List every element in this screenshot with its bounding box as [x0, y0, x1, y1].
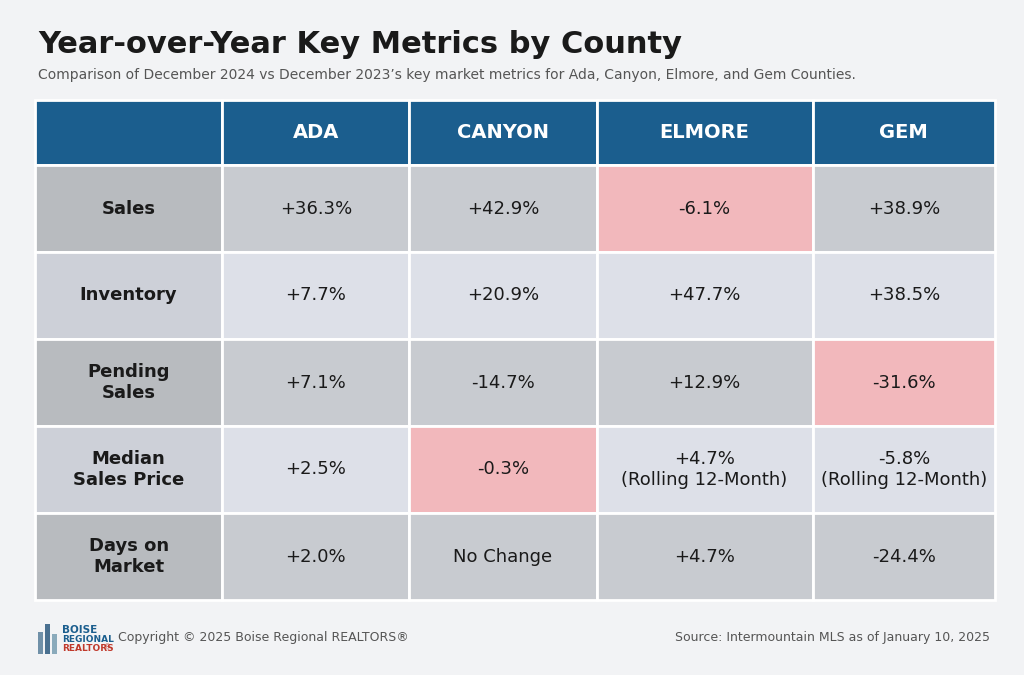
Bar	[597, 426, 813, 513]
Bar	[38, 632, 43, 654]
Text: ®: ®	[104, 644, 112, 650]
Bar	[410, 165, 597, 252]
Text: Sales: Sales	[101, 200, 156, 217]
Bar	[813, 426, 995, 513]
Bar	[35, 165, 222, 252]
Text: +2.0%: +2.0%	[286, 547, 346, 566]
Bar	[35, 513, 222, 600]
Bar	[597, 100, 813, 165]
Text: -31.6%: -31.6%	[872, 373, 936, 392]
Text: No Change: No Change	[454, 547, 553, 566]
Text: +20.9%: +20.9%	[467, 286, 539, 304]
Text: -5.8%
(Rolling 12-Month): -5.8% (Rolling 12-Month)	[820, 450, 987, 489]
Bar	[410, 339, 597, 426]
Bar	[597, 339, 813, 426]
Bar	[410, 100, 597, 165]
Bar	[45, 624, 50, 654]
Text: +12.9%: +12.9%	[669, 373, 740, 392]
Text: Days on
Market: Days on Market	[88, 537, 169, 576]
Text: +7.7%: +7.7%	[286, 286, 346, 304]
Text: -24.4%: -24.4%	[871, 547, 936, 566]
Bar	[35, 339, 222, 426]
Text: Source: Intermountain MLS as of January 10, 2025: Source: Intermountain MLS as of January …	[675, 632, 990, 645]
Text: GEM: GEM	[880, 123, 928, 142]
Bar	[35, 252, 222, 339]
Text: +36.3%: +36.3%	[280, 200, 352, 217]
Text: +47.7%: +47.7%	[669, 286, 740, 304]
Bar	[813, 165, 995, 252]
Text: Inventory: Inventory	[80, 286, 177, 304]
Bar	[410, 426, 597, 513]
Text: Copyright © 2025 Boise Regional REALTORS®: Copyright © 2025 Boise Regional REALTORS…	[118, 632, 409, 645]
Text: REALTORS: REALTORS	[62, 644, 114, 653]
Text: +2.5%: +2.5%	[286, 460, 346, 479]
Text: CANYON: CANYON	[457, 123, 549, 142]
Bar	[222, 165, 410, 252]
Text: +38.9%: +38.9%	[867, 200, 940, 217]
Bar	[222, 513, 410, 600]
Text: BOISE: BOISE	[62, 625, 97, 635]
Text: ELMORE: ELMORE	[659, 123, 750, 142]
Bar	[597, 513, 813, 600]
Text: -0.3%: -0.3%	[477, 460, 529, 479]
Bar	[813, 100, 995, 165]
Bar	[35, 100, 222, 165]
Bar	[410, 252, 597, 339]
Text: +4.7%: +4.7%	[674, 547, 735, 566]
Text: +38.5%: +38.5%	[867, 286, 940, 304]
Bar	[35, 426, 222, 513]
Text: -14.7%: -14.7%	[471, 373, 535, 392]
Text: +4.7%
(Rolling 12-Month): +4.7% (Rolling 12-Month)	[622, 450, 787, 489]
Text: Year-over-Year Key Metrics by County: Year-over-Year Key Metrics by County	[38, 30, 682, 59]
Bar	[813, 339, 995, 426]
Bar	[410, 513, 597, 600]
Text: +7.1%: +7.1%	[286, 373, 346, 392]
Bar	[222, 252, 410, 339]
Bar	[813, 513, 995, 600]
Bar	[222, 100, 410, 165]
Text: ADA: ADA	[293, 123, 339, 142]
Bar	[52, 634, 57, 654]
Text: Pending
Sales: Pending Sales	[87, 363, 170, 402]
Bar	[222, 339, 410, 426]
Bar	[222, 426, 410, 513]
Text: +42.9%: +42.9%	[467, 200, 540, 217]
Bar	[597, 252, 813, 339]
Bar	[813, 252, 995, 339]
Text: Median
Sales Price: Median Sales Price	[73, 450, 184, 489]
Text: -6.1%: -6.1%	[679, 200, 731, 217]
Text: Comparison of December 2024 vs December 2023’s key market metrics for Ada, Canyo: Comparison of December 2024 vs December …	[38, 68, 856, 82]
Text: REGIONAL: REGIONAL	[62, 635, 114, 644]
Bar	[597, 165, 813, 252]
